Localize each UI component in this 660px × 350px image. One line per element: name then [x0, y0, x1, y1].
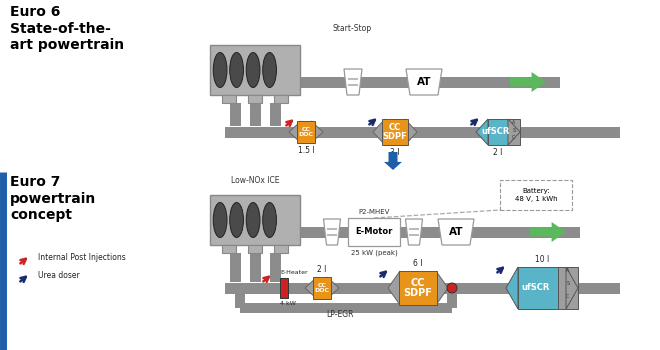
Text: 4 kW: 4 kW	[280, 301, 296, 306]
Polygon shape	[289, 121, 301, 143]
Text: 6 l: 6 l	[413, 259, 423, 268]
Text: ufSCR: ufSCR	[522, 284, 550, 293]
Polygon shape	[323, 219, 341, 245]
Bar	[248, 245, 262, 253]
Bar	[274, 245, 288, 253]
Circle shape	[447, 283, 457, 293]
Bar	[225, 282, 620, 294]
Text: A: A	[512, 120, 515, 126]
Bar	[399, 271, 437, 305]
Bar	[222, 245, 236, 253]
Text: CC
DOC: CC DOC	[315, 283, 329, 293]
Text: C: C	[566, 294, 570, 299]
Text: Urea doser: Urea doser	[38, 271, 80, 280]
Text: E-Motor: E-Motor	[355, 228, 393, 237]
Text: 1.5 l: 1.5 l	[298, 146, 314, 155]
Text: P2-MHEV: P2-MHEV	[358, 209, 389, 215]
Text: Euro 7
powertrain
concept: Euro 7 powertrain concept	[10, 175, 96, 223]
Bar	[210, 45, 300, 95]
Polygon shape	[436, 271, 448, 305]
Text: Internal Post Injections: Internal Post Injections	[38, 252, 126, 261]
Text: 25 kW (peak): 25 kW (peak)	[350, 249, 397, 256]
Text: 3 l: 3 l	[390, 148, 400, 157]
Polygon shape	[384, 152, 402, 170]
Text: CC
SDPF: CC SDPF	[403, 278, 432, 299]
Text: C: C	[512, 135, 515, 140]
Polygon shape	[530, 222, 566, 242]
Polygon shape	[327, 277, 339, 299]
Bar	[230, 103, 240, 126]
Bar	[249, 253, 261, 282]
Ellipse shape	[213, 203, 227, 238]
Polygon shape	[406, 69, 442, 95]
Bar	[210, 195, 300, 245]
Text: A: A	[566, 268, 570, 273]
Bar	[558, 267, 578, 309]
Bar	[300, 77, 560, 88]
Text: 2 l: 2 l	[493, 148, 503, 157]
Text: Euro 6
State-of-the-
art powertrain: Euro 6 State-of-the- art powertrain	[10, 5, 124, 52]
Bar	[300, 226, 580, 238]
Polygon shape	[344, 69, 362, 95]
Bar	[488, 119, 508, 145]
Polygon shape	[508, 119, 520, 145]
FancyBboxPatch shape	[500, 180, 572, 210]
Text: 2 l: 2 l	[317, 265, 327, 274]
Text: CC
SDPF: CC SDPF	[383, 122, 407, 141]
Polygon shape	[388, 271, 400, 305]
Bar	[280, 278, 288, 298]
Text: Battery:
48 V, 1 kWh: Battery: 48 V, 1 kWh	[515, 189, 557, 202]
Bar	[381, 119, 408, 145]
Bar	[518, 267, 558, 309]
Bar	[296, 121, 315, 143]
Text: Low-NOx ICE: Low-NOx ICE	[231, 176, 279, 185]
Text: ufSCR: ufSCR	[482, 127, 510, 136]
Text: 10 l: 10 l	[535, 255, 549, 264]
Text: S: S	[566, 281, 570, 286]
Text: E-Heater: E-Heater	[280, 270, 308, 275]
Polygon shape	[566, 267, 578, 309]
Bar	[447, 288, 457, 308]
Bar	[249, 103, 261, 126]
Text: AT: AT	[416, 77, 431, 87]
FancyBboxPatch shape	[348, 218, 400, 246]
Ellipse shape	[230, 52, 244, 88]
Text: Start-Stop: Start-Stop	[333, 24, 372, 33]
Text: S: S	[512, 128, 515, 133]
Bar	[313, 277, 331, 299]
Bar	[248, 95, 262, 103]
Polygon shape	[506, 267, 518, 309]
Polygon shape	[311, 121, 323, 143]
Text: AT: AT	[449, 227, 463, 237]
Ellipse shape	[230, 203, 244, 238]
Bar	[240, 303, 452, 313]
Bar	[269, 253, 280, 282]
Text: CC
DOC: CC DOC	[298, 127, 313, 137]
Ellipse shape	[263, 203, 277, 238]
Polygon shape	[305, 277, 317, 299]
Ellipse shape	[246, 52, 260, 88]
Bar	[508, 119, 520, 145]
Bar	[274, 95, 288, 103]
Polygon shape	[405, 119, 417, 145]
Ellipse shape	[213, 52, 227, 88]
Polygon shape	[405, 219, 422, 245]
Polygon shape	[373, 119, 385, 145]
Bar	[269, 103, 280, 126]
Bar	[230, 253, 240, 282]
Ellipse shape	[263, 52, 277, 88]
Polygon shape	[476, 119, 488, 145]
Polygon shape	[510, 72, 546, 92]
Bar	[222, 95, 236, 103]
Polygon shape	[438, 219, 474, 245]
Bar	[235, 288, 245, 308]
Ellipse shape	[246, 203, 260, 238]
Bar	[225, 126, 620, 138]
Text: LP-EGR: LP-EGR	[326, 310, 354, 319]
